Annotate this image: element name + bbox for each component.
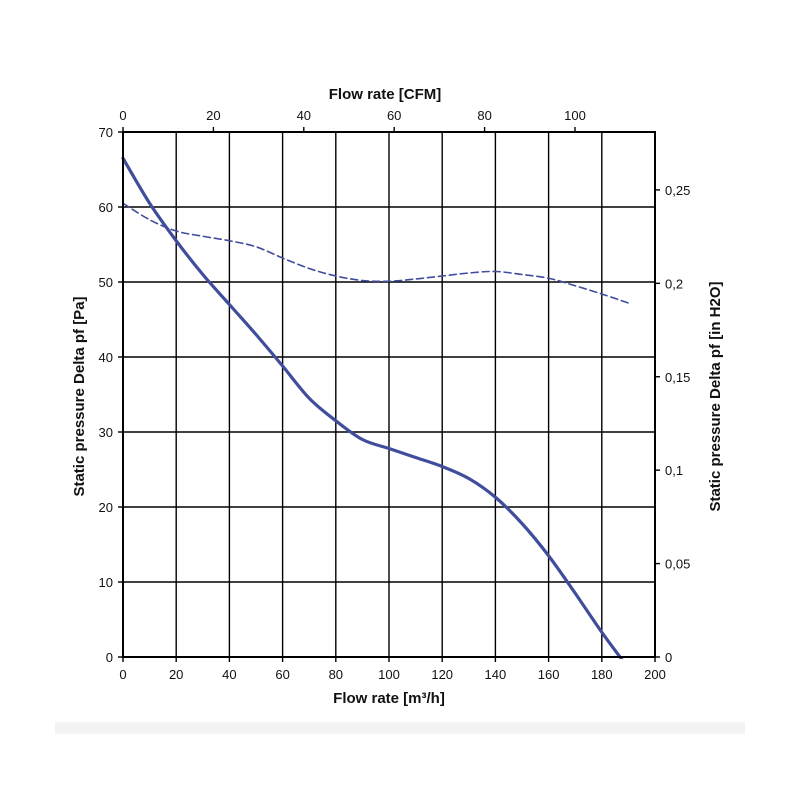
right-y-tick-label: 0,1 xyxy=(665,463,683,478)
top-x-tick-label: 0 xyxy=(119,108,126,123)
x-tick-label: 0 xyxy=(119,667,126,682)
grid xyxy=(122,131,656,658)
top-x-tick-label: 20 xyxy=(206,108,220,123)
right-y-tick-label: 0,05 xyxy=(665,557,690,572)
top-x-tick-label: 40 xyxy=(297,108,311,123)
right-y-tick-label: 0,2 xyxy=(665,276,683,291)
top-x-tick-label: 60 xyxy=(387,108,401,123)
y-tick-label: 60 xyxy=(99,200,113,215)
right-y-axis-ticks: 0 0,05 0,1 0,15 0,2 0,25 xyxy=(655,183,690,665)
x-tick-label: 120 xyxy=(431,667,453,682)
y-tick-label: 70 xyxy=(99,125,113,140)
top-x-tick-label: 100 xyxy=(564,108,586,123)
series-line-dashed xyxy=(122,202,630,304)
y-tick-label: 0 xyxy=(106,650,113,665)
y-tick-label: 40 xyxy=(99,350,113,365)
x-tick-label: 160 xyxy=(538,667,560,682)
y-axis-ticks: 0 10 20 30 40 50 60 70 xyxy=(99,125,123,665)
x-tick-label: 180 xyxy=(591,667,613,682)
x-axis-label: Flow rate [m³/h] xyxy=(333,690,445,707)
top-x-tick-label: 80 xyxy=(477,108,491,123)
x-axis-ticks: 0 20 40 60 80 100 120 140 160 180 200 xyxy=(119,657,666,682)
top-x-axis-ticks: 0 20 40 60 80 100 xyxy=(119,108,586,132)
right-y-axis-label: Static pressure Delta pf [in H2O] xyxy=(707,281,724,511)
y-tick-label: 50 xyxy=(99,275,113,290)
series-layer xyxy=(121,156,630,659)
x-tick-label: 80 xyxy=(329,667,343,682)
x-tick-label: 40 xyxy=(222,667,236,682)
top-x-axis-label: Flow rate [CFM] xyxy=(329,86,442,103)
y-tick-label: 30 xyxy=(99,425,113,440)
right-y-tick-label: 0,25 xyxy=(665,183,690,198)
x-tick-label: 20 xyxy=(169,667,183,682)
x-tick-label: 100 xyxy=(378,667,400,682)
x-tick-label: 140 xyxy=(485,667,507,682)
y-tick-label: 20 xyxy=(99,500,113,515)
series-line-solid xyxy=(121,156,624,659)
right-y-tick-label: 0,15 xyxy=(665,370,690,385)
y-tick-label: 10 xyxy=(99,575,113,590)
y-axis-label: Static pressure Delta pf [Pa] xyxy=(71,296,88,496)
right-y-tick-label: 0 xyxy=(665,650,672,665)
x-tick-label: 60 xyxy=(275,667,289,682)
x-tick-label: 200 xyxy=(644,667,666,682)
bottom-shade-band xyxy=(55,722,745,734)
